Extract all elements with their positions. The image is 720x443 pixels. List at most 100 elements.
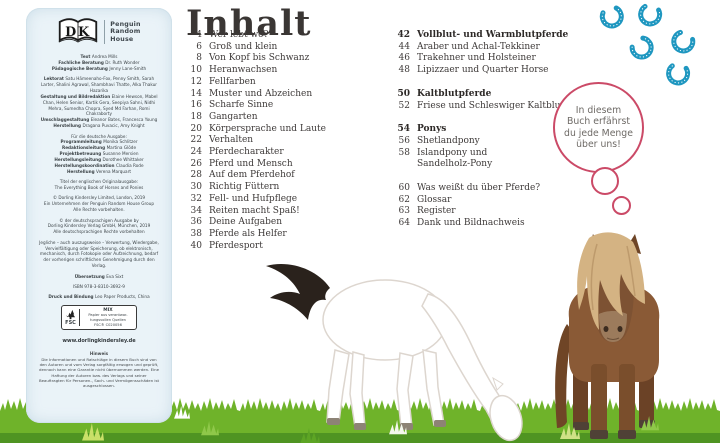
toc-page-number: 30 bbox=[190, 182, 202, 193]
imprint-block: Jegliche – auch auszugsweise – Verwertun… bbox=[39, 240, 159, 269]
imprint-line: Redaktionsleitung Martina Glöde bbox=[61, 145, 137, 151]
toc-entry-label: Von Kopf bis Schwanz bbox=[209, 53, 310, 64]
grass-tuft bbox=[174, 406, 190, 422]
toc-entry-label: Pferdesport bbox=[209, 240, 263, 251]
toc-page-number: 34 bbox=[190, 205, 202, 216]
toc-entry-label: Pferd und Mensch bbox=[209, 158, 293, 169]
imprint-line: Umschlaggestaltung Eleanor Bates, France… bbox=[40, 117, 158, 123]
toc-entry: 56 Shetlandpony bbox=[384, 136, 568, 148]
toc-entry-label: Friese und Schleswiger Kaltblut bbox=[417, 100, 565, 111]
imprint-line: ISBN 978-3-8310-3692-9 bbox=[73, 283, 125, 289]
toc-entry: 62 Glossar bbox=[384, 195, 568, 207]
toc-entry-label: Trakehner und Holsteiner bbox=[417, 53, 536, 64]
imprint-line: Jegliche – auch auszugsweise – Verwertun… bbox=[39, 239, 159, 269]
imprint-line: Ein Unternehmen der Penguin Random House… bbox=[43, 201, 155, 207]
pony-muzzle bbox=[599, 311, 627, 342]
toc-page-number: 16 bbox=[190, 100, 202, 111]
toc-entry: 18 Gangarten bbox=[185, 112, 326, 124]
toc-page-number: 50 bbox=[397, 88, 410, 99]
imprint-block: Für die deutsche Ausgabe: Programmleitung… bbox=[39, 134, 159, 175]
dk-logo-letters: DK bbox=[65, 25, 91, 40]
imprint-block: © der deutschsprachigen Ausgabe by Dorlin… bbox=[39, 218, 159, 236]
imprint-line: Text Andrea Mills bbox=[80, 54, 118, 59]
toc-entry-label: Körpersprache und Laute bbox=[209, 123, 326, 134]
page-title: Inhalt bbox=[186, 3, 312, 44]
toc-page-number: 10 bbox=[190, 65, 202, 76]
horseshoe-icon bbox=[597, 2, 628, 33]
imprint-line: Projektbetreuung Susanne Mersien bbox=[59, 151, 139, 157]
toc-entry: 12 Fellfarben bbox=[185, 77, 326, 89]
toc-entry: 50 Kaltblutpferde bbox=[384, 89, 568, 101]
imprint-line: Druck und Bindung Leo Paper Products, Ch… bbox=[48, 294, 150, 300]
toc-entry-label: Reiten macht Spaß! bbox=[209, 205, 300, 216]
toc-entry: 34 Reiten macht Spaß! bbox=[185, 206, 326, 218]
toc-group: 60 Was weißt du über Pferde? 62 Glossar 63 Re… bbox=[384, 183, 568, 230]
horse-hooves bbox=[327, 418, 446, 430]
imprint-line: Übersetzung Eva Sixt bbox=[74, 273, 124, 279]
toc-left-column: 4 Wer lebt wo? 6 Groß und klein 8 Von Kopf bi… bbox=[185, 30, 326, 264]
pony-hooves bbox=[573, 420, 655, 439]
toc-entry: 42 Vollblut- und Warmblutpferde bbox=[384, 30, 568, 42]
toc-entry-label: Was weißt du über Pferde? bbox=[417, 183, 541, 194]
toc-page-number: 8 bbox=[196, 53, 202, 64]
toc-page-number: 28 bbox=[190, 170, 202, 181]
toc-entry: 20 Körpersprache und Laute bbox=[185, 124, 326, 136]
toc-page-number: 60 bbox=[398, 183, 410, 194]
toc-entry: 63 Register bbox=[384, 206, 568, 218]
grass-dark-band bbox=[0, 433, 720, 443]
toc-page-number: 63 bbox=[398, 206, 410, 217]
imprint-block: Text Andrea Mills Fachliche Beratung Dr. … bbox=[39, 54, 159, 72]
toc-page-number: 36 bbox=[190, 217, 202, 228]
toc-entry: 24 Pferdecharakter bbox=[185, 147, 326, 159]
imprint-panel: DK Penguin Random House Text Andrea Mill… bbox=[26, 8, 172, 423]
toc-page-number: 22 bbox=[190, 135, 202, 146]
horse-ear bbox=[492, 376, 504, 391]
imprint-block: © Dorling Kindersley Limited, London, 20… bbox=[39, 195, 159, 213]
publisher-line: Random bbox=[110, 28, 141, 36]
toc-page-number: 6 bbox=[196, 41, 202, 52]
horseshoe-icon bbox=[625, 31, 659, 65]
toc-page-number: 46 bbox=[398, 53, 410, 64]
toc-entry: 36 Deine Aufgaben bbox=[185, 217, 326, 229]
toc-right-column: 42 Vollblut- und Warmblutpferde 44 Araber u… bbox=[384, 30, 568, 242]
toc-entry-label: Fell- und Hufpflege bbox=[209, 193, 298, 204]
pinto-horse-image bbox=[266, 264, 529, 443]
toc-entry-label: Verhalten bbox=[209, 135, 254, 146]
toc-page-number: 40 bbox=[190, 240, 202, 251]
toc-entry: 10 Heranwachsen bbox=[185, 65, 326, 77]
grass-tuft bbox=[82, 423, 104, 443]
imprint-line: Herstellung Verena Marquart bbox=[67, 168, 131, 174]
imprint-line: Pädagogische Beratung Jenny Lane-Smith bbox=[51, 65, 147, 71]
toc-page-number: 20 bbox=[190, 123, 202, 134]
toc-group: 42 Vollblut- und Warmblutpferde 44 Araber u… bbox=[384, 30, 568, 77]
imprint-line: Alle Rechte vorbehalten. bbox=[73, 207, 125, 213]
toc-page-number: 54 bbox=[397, 124, 410, 135]
toc-page-number: 52 bbox=[398, 100, 410, 111]
imprint-block: Lektorat Satu Hämeenaho-Fox, Penny Smith… bbox=[39, 76, 159, 129]
toc-entry: 52 Friese und Schleswiger Kaltblut bbox=[384, 101, 568, 113]
legal-notice-body: Die Informationen und Ratschläge in dies… bbox=[38, 356, 160, 389]
imprint-line: Für die deutsche Ausgabe: bbox=[71, 133, 127, 139]
toc-page-number: 12 bbox=[190, 76, 202, 87]
imprint-line: Alle deutschsprachigen Rechte vorbehalte… bbox=[53, 229, 145, 235]
thought-bubble-text: In diesem Buch erfährst du jede Menge üb… bbox=[564, 104, 633, 150]
toc-entry: 40 Pferdesport bbox=[185, 241, 326, 253]
grass-tuft bbox=[201, 421, 219, 439]
publisher-line: Penguin bbox=[110, 20, 141, 28]
toc-group: 50 Kaltblutpferde 52 Friese und Schleswiger… bbox=[384, 89, 568, 112]
imprint-line: The Everything Book of Horses and Ponies bbox=[54, 185, 144, 190]
toc-page-number: 48 bbox=[398, 65, 410, 76]
thought-bubble-main: In diesem Buch erfährst du jede Menge üb… bbox=[553, 82, 644, 173]
publisher-wordmark: Penguin Random House bbox=[110, 21, 140, 44]
toc-entry-label: Islandpony und Sandelholz-Pony bbox=[417, 147, 493, 170]
toc-page-number: 58 bbox=[398, 147, 410, 158]
toc-entry: 28 Auf dem Pferdehof bbox=[185, 170, 326, 182]
fsc-tree-icon bbox=[65, 309, 76, 320]
imprint-line: Herstellungskoordination Claudia Rode bbox=[54, 162, 144, 168]
toc-entry: 54 Ponys bbox=[384, 124, 568, 136]
toc-group: 54 Ponys 56 Shetlandpony 58 Islandpony und Sa… bbox=[384, 124, 568, 171]
toc-entry: 14 Muster und Abzeichen bbox=[185, 89, 326, 101]
toc-entry: 60 Was weißt du über Pferde? bbox=[384, 183, 568, 195]
grass-tuft bbox=[300, 428, 320, 443]
